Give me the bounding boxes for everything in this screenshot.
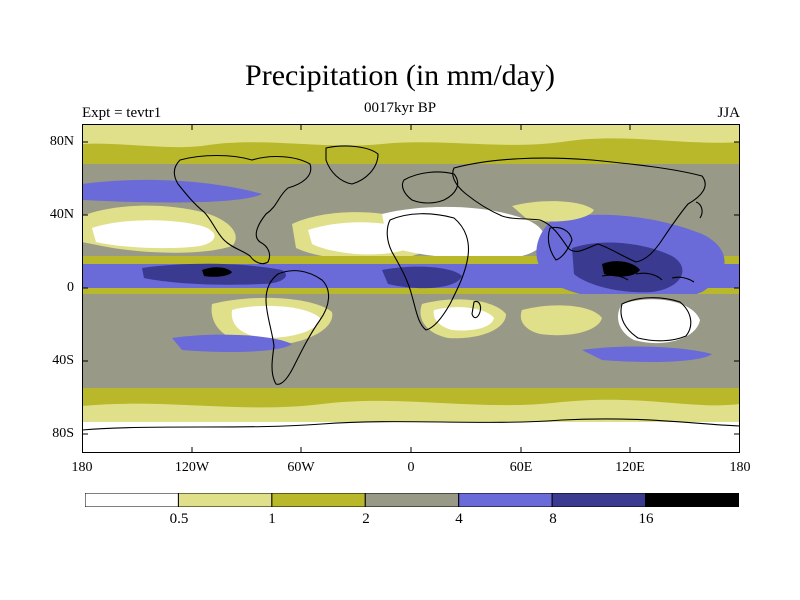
colorbar-label-1: 1 — [268, 511, 276, 527]
field-natl-track — [292, 175, 422, 195]
field-storm-blue-1 — [172, 334, 292, 352]
north-america-coast — [173, 155, 312, 265]
lon-label-120w: 120W — [174, 460, 210, 475]
europe-coast — [401, 171, 459, 204]
field-satl-white — [433, 307, 494, 331]
colorbar-label-4: 4 — [455, 511, 463, 527]
field-monsoon-core — [602, 261, 640, 277]
lat-label-80s: 80S — [52, 426, 74, 441]
lon-label-120e: 120E — [615, 460, 645, 475]
colorbar — [85, 493, 739, 507]
field-sind-dry — [520, 305, 602, 336]
lon-label-60w: 60W — [287, 460, 315, 475]
colorbar-label-8: 8 — [549, 511, 557, 527]
field-npac-white — [92, 220, 215, 249]
colorbar-swatch-0 — [85, 493, 179, 507]
field-npac-track — [82, 179, 262, 203]
field-itcz-core — [202, 267, 232, 277]
coastlines — [82, 145, 740, 431]
colorbar-swatch-4 — [458, 493, 553, 507]
lat-label-40n: 40N — [49, 207, 74, 222]
antarctica-coast — [82, 418, 740, 431]
colorbar-swatch-3 — [364, 493, 460, 507]
asia-coast — [452, 157, 706, 263]
field-aus-white — [618, 299, 700, 344]
greenland-coast — [325, 145, 379, 185]
precipitation-map — [82, 124, 740, 453]
australia-coast — [620, 297, 692, 342]
lon-label-60e: 60E — [509, 460, 533, 475]
lon-label-0: 0 — [407, 460, 415, 475]
lat-label-80n: 80N — [49, 134, 74, 149]
plot-title: Precipitation (in mm/day) — [245, 59, 555, 92]
lon-label-180w: 180 — [71, 460, 93, 475]
lat-label-40s: 40S — [52, 353, 74, 368]
colorbar-swatch-6 — [645, 493, 739, 507]
colorbar-swatch-1 — [177, 493, 273, 507]
colorbar-label-0-5: 0.5 — [169, 511, 189, 527]
japan-coast — [695, 201, 703, 219]
field-sepac-white — [231, 305, 320, 338]
india-coast — [547, 226, 573, 261]
field-africa-wet — [382, 266, 462, 289]
indonesia-coast — [601, 272, 695, 283]
season-label: JJA — [717, 105, 740, 121]
experiment-label: Expt = tevtr1 — [82, 105, 162, 121]
field-tibet-dry — [512, 201, 594, 222]
colorbar-swatch-2 — [271, 493, 366, 507]
madagascar-coast — [471, 300, 482, 319]
plot-subtitle: 0017kyr BP — [363, 100, 437, 116]
colorbar-label-2: 2 — [362, 511, 370, 527]
lat-label-eq: 0 — [67, 280, 74, 295]
field-sahara — [382, 206, 545, 259]
south-america-coast — [265, 270, 330, 385]
map-ticks — [82, 124, 740, 453]
colorbar-swatch-5 — [551, 493, 647, 507]
africa-coast — [386, 213, 470, 331]
field-storm-blue-2 — [582, 346, 712, 362]
field-arctic-light — [82, 124, 740, 148]
lon-label-180e: 180 — [729, 460, 751, 475]
colorbar-label-16: 16 — [638, 511, 654, 527]
